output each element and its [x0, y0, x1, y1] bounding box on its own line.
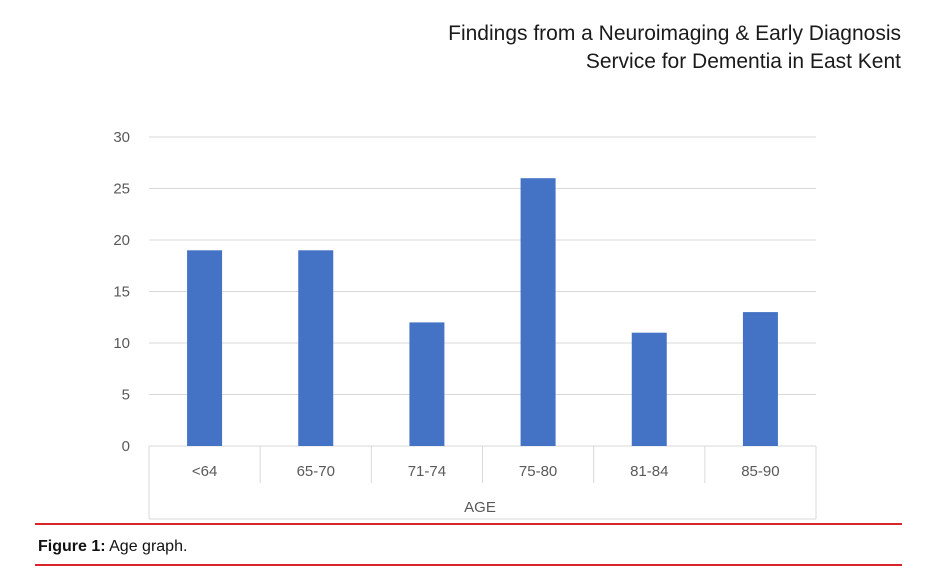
- y-tick-label: 25: [113, 181, 130, 198]
- y-tick-label: 5: [122, 387, 130, 404]
- bar-3: [409, 322, 445, 446]
- x-tick-label: 75-80: [519, 463, 557, 480]
- y-tick-label: 30: [113, 129, 130, 146]
- bar-6: [742, 312, 778, 446]
- caption-bottom-rule: [35, 564, 902, 566]
- x-axis-title: AGE: [464, 499, 496, 516]
- bar-layer: [187, 178, 778, 446]
- bar-1: [187, 250, 223, 446]
- grid-layer: [148, 136, 817, 520]
- caption-top-rule: [35, 523, 902, 525]
- x-tick-label: 71-74: [408, 463, 446, 480]
- header-line-1: Findings from a Neuroimaging & Early Dia…: [448, 22, 901, 45]
- figure-caption: Figure 1: Age graph.: [38, 538, 187, 556]
- caption-text: Age graph.: [105, 538, 188, 555]
- bar-2: [298, 250, 334, 446]
- y-tick-layer: 0 5 10 15 20 25 30: [113, 129, 130, 455]
- y-tick-label: 0: [122, 438, 130, 455]
- x-tick-label: 65-70: [297, 463, 335, 480]
- y-tick-label: 10: [113, 335, 130, 352]
- category-label-layer: <64 65-70 71-74 75-80 81-84 85-90: [192, 463, 780, 480]
- x-tick-label: <64: [192, 463, 217, 480]
- caption-label: Figure 1:: [38, 538, 106, 555]
- x-tick-label: 81-84: [630, 463, 668, 480]
- header-line-2: Service for Dementia in East Kent: [585, 50, 901, 73]
- y-tick-label: 20: [113, 232, 130, 249]
- age-bar-chart: 0 5 10 15 20 25 30 <64 65-70 71-74 75-80 81-84 85-9…: [113, 129, 817, 520]
- bar-5: [631, 332, 667, 446]
- bar-4: [520, 178, 556, 446]
- chart-header: Findings from a Neuroimaging & Early Dia…: [448, 20, 901, 76]
- x-tick-label: 85-90: [741, 463, 779, 480]
- y-tick-label: 15: [113, 284, 130, 301]
